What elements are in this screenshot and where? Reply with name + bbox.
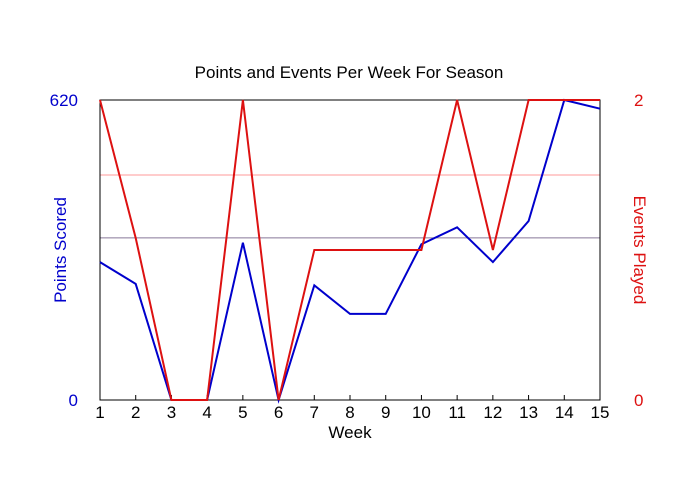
events-played-line bbox=[99, 99, 600, 401]
x-tick-label: 8 bbox=[345, 403, 354, 422]
x-tick-label: 4 bbox=[202, 403, 211, 422]
x-tick-label: 11 bbox=[448, 403, 466, 422]
x-tick-label: 9 bbox=[381, 403, 390, 422]
x-tick-label: 1 bbox=[95, 403, 104, 422]
chart-title: Points and Events Per Week For Season bbox=[195, 63, 504, 82]
x-tick-label: 3 bbox=[167, 403, 176, 422]
x-tick-label: 2 bbox=[131, 403, 140, 422]
left-y-tick-label: 0 bbox=[69, 391, 78, 410]
right-y-tick-label: 0 bbox=[634, 391, 643, 410]
right-y-axis-label: Events Played bbox=[630, 196, 649, 305]
left-y-axis-label: Points Scored bbox=[51, 197, 70, 303]
x-axis-label: Week bbox=[328, 423, 372, 442]
x-tick-label: 14 bbox=[555, 403, 574, 422]
x-tick-label: 12 bbox=[483, 403, 502, 422]
x-tick-label: 7 bbox=[310, 403, 319, 422]
right-y-tick-label: 2 bbox=[634, 91, 643, 110]
x-tick-label: 15 bbox=[591, 403, 610, 422]
left-y-tick-label: 620 bbox=[50, 91, 78, 110]
x-tick-label: 5 bbox=[238, 403, 247, 422]
x-tick-label: 6 bbox=[274, 403, 283, 422]
x-tick-label: 10 bbox=[412, 403, 431, 422]
x-tick-label: 13 bbox=[519, 403, 538, 422]
